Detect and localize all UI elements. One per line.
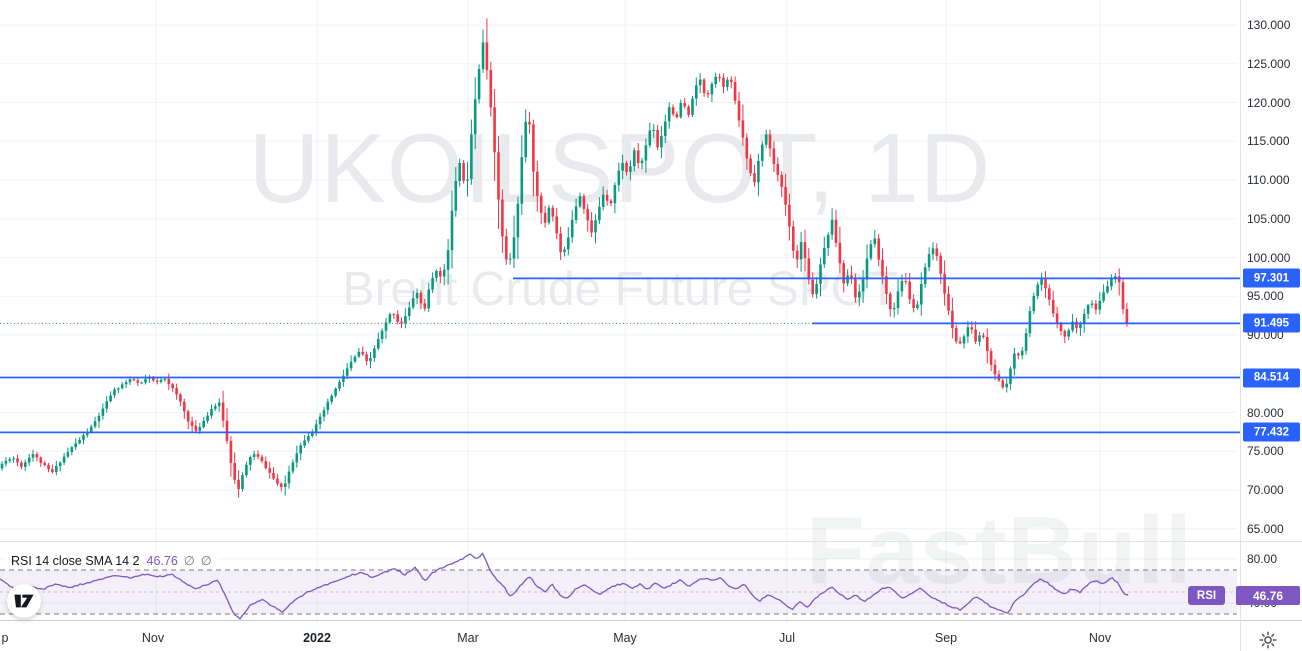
rsi-legend-title: RSI 14 close SMA 14 2 <box>11 554 140 568</box>
time-axis-label: Mar <box>457 631 479 645</box>
time-axis-label: May <box>613 631 637 645</box>
price-level-badge: 97.301 <box>1243 268 1300 288</box>
price-level-badge: 77.432 <box>1243 422 1300 442</box>
rsi-legend-empty-icon: ∅ <box>183 554 195 568</box>
price-axis-label: 100.000 <box>1247 250 1291 265</box>
price-axis-label: 70.000 <box>1247 483 1284 497</box>
time-axis-label: Sep <box>934 631 958 645</box>
rsi-axis-label: 80.00 <box>1247 552 1278 566</box>
price-axis-label: 75.000 <box>1247 444 1284 459</box>
price-axis-label: 95.000 <box>1247 289 1284 304</box>
rsi-label-badge: RSI <box>1188 586 1225 605</box>
time-axis-label: Jul <box>779 631 795 645</box>
time-axis-label: p <box>1 631 9 645</box>
rsi-indicator-legend: RSI 14 close SMA 14 2 46.76 ∅ ∅ <box>4 552 219 569</box>
price-level-badge: 91.495 <box>1243 313 1300 333</box>
time-axis-label: 2022 <box>303 631 331 645</box>
price-axis-label: 110.000 <box>1247 173 1290 187</box>
price-axis-label: 130.000 <box>1247 18 1291 32</box>
price-axis-label: 120.000 <box>1247 95 1291 110</box>
price-axis-label: 125.000 <box>1247 56 1291 71</box>
price-axis-label: 105.000 <box>1247 211 1291 226</box>
rsi-legend-empty-icon: ∅ <box>200 554 212 568</box>
time-axis-label: Nov <box>1088 631 1112 645</box>
price-axis-label: 80.000 <box>1247 405 1284 420</box>
price-axis-label: 115.000 <box>1247 134 1290 149</box>
settings-gear-icon[interactable] <box>1259 631 1277 649</box>
time-axis-label: Nov <box>141 631 165 645</box>
rsi-value-badge: 46.76 <box>1236 586 1300 605</box>
price-level-badge: 84.514 <box>1243 368 1300 388</box>
rsi-legend-value: 46.76 <box>146 554 178 568</box>
price-axis-label: 65.000 <box>1247 521 1284 536</box>
tradingview-logo-icon <box>14 594 34 608</box>
tradingview-logo[interactable] <box>7 584 41 618</box>
